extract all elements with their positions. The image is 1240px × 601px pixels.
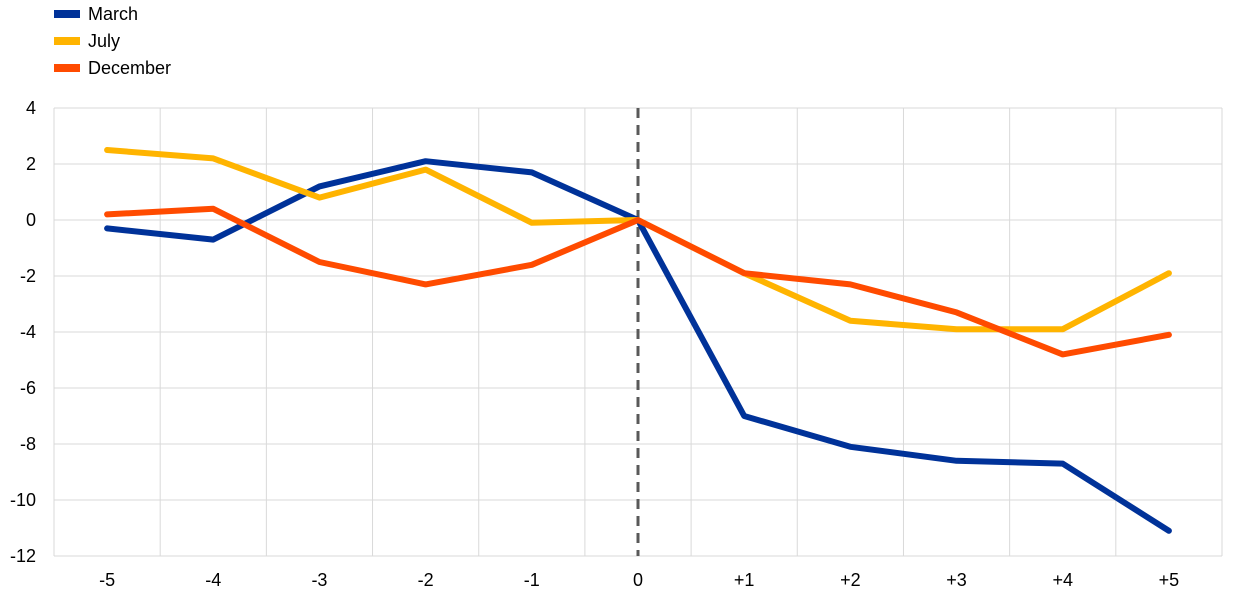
y-tick-label: -2: [20, 266, 36, 286]
legend-label: July: [88, 31, 120, 51]
x-tick-label: +5: [1159, 570, 1180, 590]
y-tick-label: 2: [26, 154, 36, 174]
y-tick-label: -12: [10, 546, 36, 566]
series-december: [104, 205, 1172, 358]
x-tick-label: -5: [99, 570, 115, 590]
y-tick-label: 0: [26, 210, 36, 230]
x-axis: -5 -4 -3 -2 -1 0 +1 +2 +3 +4 +5: [99, 570, 1179, 590]
legend-swatch: [54, 37, 80, 45]
x-tick-label: +1: [734, 570, 755, 590]
y-axis: 4 2 0 -2 -4 -6 -8 -10 -12: [10, 98, 36, 566]
x-tick-label: -2: [418, 570, 434, 590]
y-tick-label: -10: [10, 490, 36, 510]
y-tick-label: -6: [20, 378, 36, 398]
x-tick-label: -1: [524, 570, 540, 590]
legend-swatch: [54, 64, 80, 72]
legend-swatch: [54, 10, 80, 18]
x-tick-label: -4: [205, 570, 221, 590]
series-group: [104, 147, 1172, 534]
legend-label: December: [88, 58, 171, 78]
legend: March July December: [54, 4, 171, 78]
y-tick-label: 4: [26, 98, 36, 118]
x-tick-label: -3: [311, 570, 327, 590]
y-tick-label: -4: [20, 322, 36, 342]
y-tick-label: -8: [20, 434, 36, 454]
x-tick-label: +2: [840, 570, 861, 590]
legend-label: March: [88, 4, 138, 24]
x-tick-label: 0: [633, 570, 643, 590]
x-tick-label: +4: [1052, 570, 1073, 590]
x-tick-label: +3: [946, 570, 967, 590]
